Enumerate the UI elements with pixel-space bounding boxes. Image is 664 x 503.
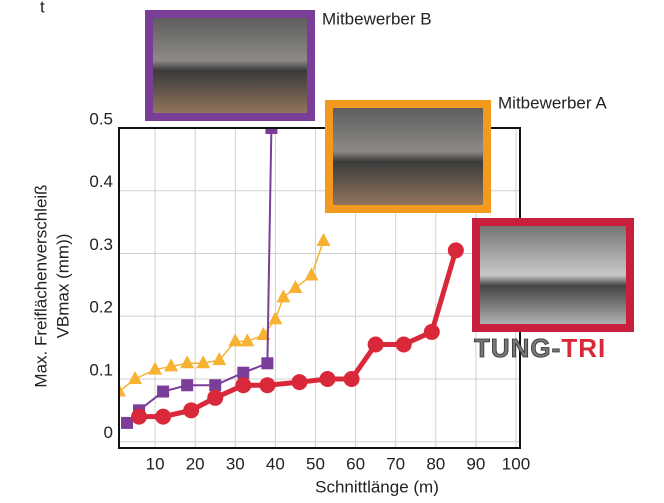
marker — [235, 377, 251, 393]
chart: 10 20 30 40 50 60 70 80 90 100 0 0.1 0.2 0.3 0.4 0.5 t S… — [0, 0, 664, 503]
y-axis-label: VBmax (mm)) — [53, 234, 72, 339]
marker — [207, 390, 223, 406]
marker — [183, 402, 199, 418]
marker — [131, 409, 147, 425]
photo-tung — [476, 222, 630, 328]
marker — [121, 417, 133, 429]
marker — [261, 357, 273, 369]
y-tick-label: 0.2 — [89, 298, 113, 317]
x-tick-label: 60 — [346, 454, 365, 473]
marker — [317, 233, 331, 246]
marker — [157, 386, 169, 398]
x-tick-label: 90 — [466, 454, 485, 473]
marker — [344, 371, 360, 387]
y-tick-label: 0.3 — [89, 235, 113, 254]
marker — [228, 333, 242, 346]
marker — [424, 324, 440, 340]
x-tick-label: 20 — [186, 454, 205, 473]
y-tick-label: 0.5 — [89, 109, 113, 128]
label-a: Mitbewerber A — [498, 93, 607, 112]
x-tick-label: 80 — [426, 454, 445, 473]
x-tick-label: 40 — [266, 454, 285, 473]
marker — [396, 336, 412, 352]
marker — [180, 355, 194, 368]
label-b: Mitbewerber B — [322, 9, 432, 28]
marker — [268, 311, 282, 324]
series-line — [139, 250, 456, 416]
logo: TUNG-TRI — [474, 333, 606, 363]
marker — [237, 367, 249, 379]
marker — [276, 289, 290, 302]
logo-part: TRI — [561, 333, 606, 363]
marker — [155, 409, 171, 425]
marker — [288, 280, 302, 293]
photo-b — [149, 14, 311, 117]
x-tick-label: 30 — [226, 454, 245, 473]
y-axis-label: Max. Freiflächenverschleiß — [31, 184, 50, 387]
marker — [304, 267, 318, 280]
marker — [259, 377, 275, 393]
y-tick-label: 0 — [104, 423, 113, 442]
photo-a — [329, 104, 487, 209]
marker — [448, 242, 464, 258]
x-axis-label: Schnittlänge (m) — [315, 477, 439, 496]
y-tick-label: 0.1 — [89, 360, 113, 379]
marker — [368, 336, 384, 352]
x-tick-label: 70 — [386, 454, 405, 473]
marker — [291, 374, 307, 390]
y-tick-label: 0.4 — [89, 172, 113, 191]
x-tick-label: 100 — [502, 454, 530, 473]
marker — [181, 379, 193, 391]
marker — [320, 371, 336, 387]
marker — [209, 379, 221, 391]
chart-title: t — [40, 0, 45, 16]
x-tick-label: 10 — [146, 454, 165, 473]
x-tick-label: 50 — [306, 454, 325, 473]
logo-part: TUNG- — [474, 333, 561, 363]
